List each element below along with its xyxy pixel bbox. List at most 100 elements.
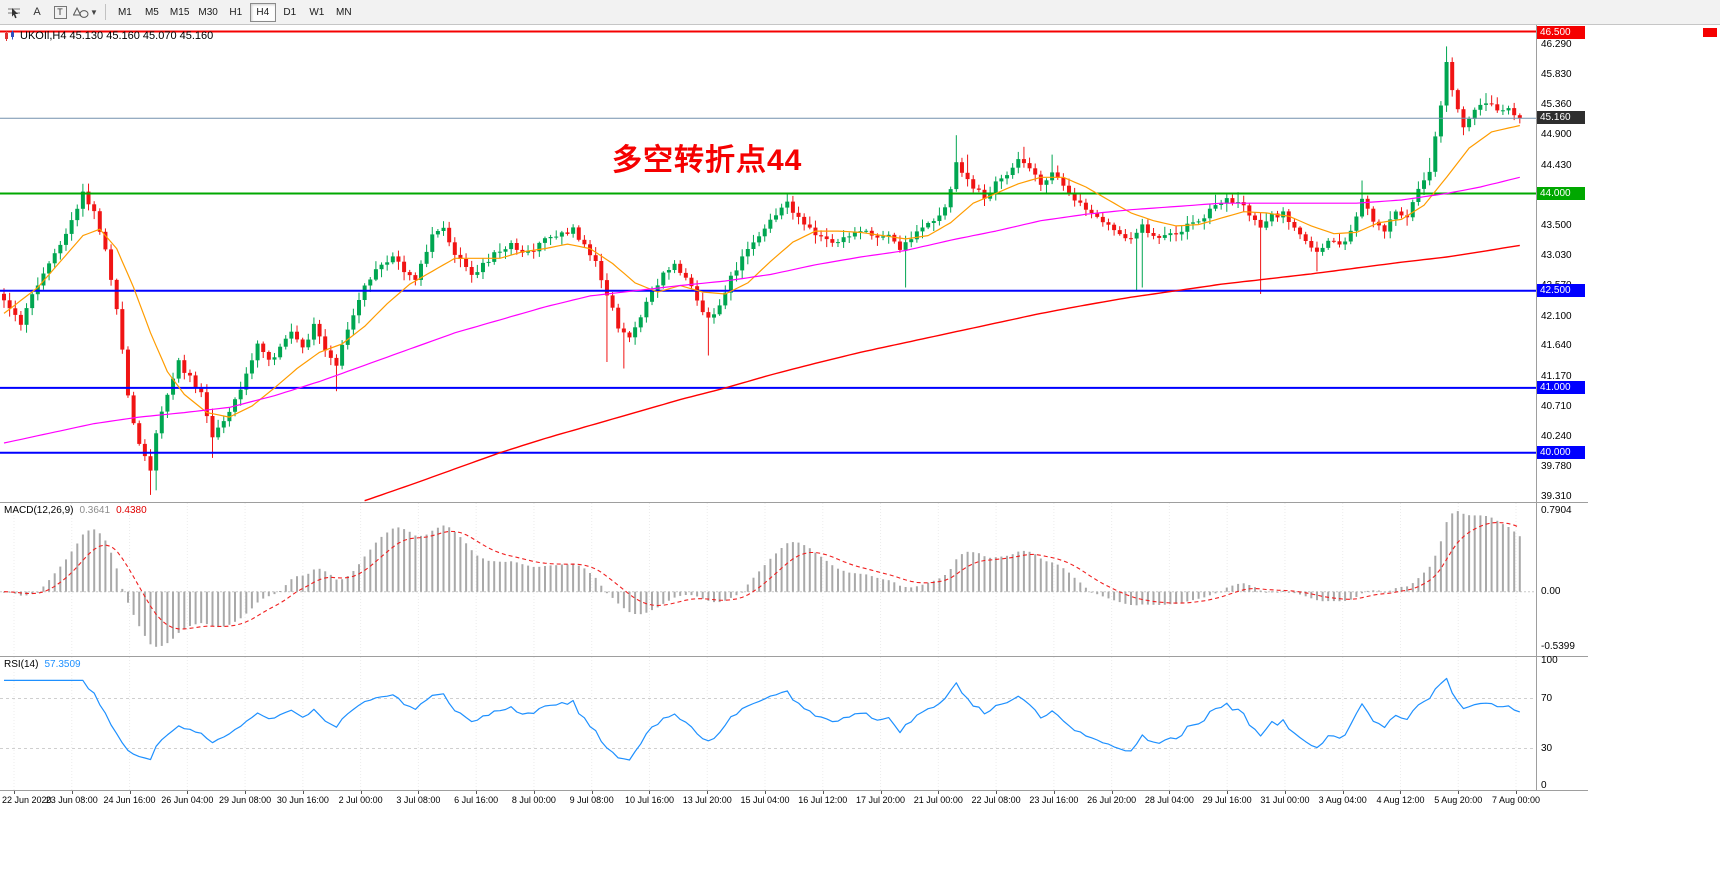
time-axis-label: 23 Jul 16:00	[1029, 795, 1079, 805]
time-axis-label: 9 Jul 08:00	[569, 795, 614, 805]
time-tick	[880, 791, 882, 794]
panel-separator[interactable]	[0, 656, 1588, 657]
time-axis-label: 16 Jul 12:00	[798, 795, 848, 805]
timeframe-button-m1[interactable]: M1	[112, 3, 138, 22]
timeframe-button-h1[interactable]: H1	[223, 3, 249, 22]
time-axis[interactable]: 22 Jun 2020 23 Jun 08:00 24 Jun 16:00 26 Ju…	[0, 791, 1588, 816]
time-axis-label: 4 Aug 12:00	[1376, 795, 1425, 805]
price-level-badge: 46.500	[1537, 26, 1585, 39]
time-axis-label: 13 Jul 20:00	[682, 795, 732, 805]
time-axis-label: 6 Jul 16:00	[454, 795, 499, 805]
time-axis-label: 24 Jun 16:00	[103, 795, 156, 805]
timeframe-button-d1[interactable]: D1	[277, 3, 303, 22]
price-tick-label: 43.960	[1541, 190, 1572, 202]
price-tick-label: 41.170	[1541, 370, 1572, 382]
toolbar-separator	[104, 4, 106, 20]
time-tick	[360, 791, 362, 794]
text-label-button[interactable]: A	[26, 2, 48, 22]
price-tick-label: 45.830	[1541, 68, 1572, 80]
time-tick	[245, 791, 247, 794]
price-tick-label: 43.030	[1541, 250, 1572, 262]
time-axis-label: 2 Jul 00:00	[338, 795, 383, 805]
price-level-badge: 40.000	[1537, 445, 1585, 459]
time-axis-label: 5 Aug 20:00	[1434, 795, 1483, 805]
rsi-value: 57.3509	[44, 659, 81, 670]
time-tick	[129, 791, 131, 794]
price-level-badge: 41.000	[1537, 380, 1585, 394]
corner-price-flag	[1703, 28, 1717, 37]
toolbar: A T ▼ M1 M5 M15 M30 H1 H4 D1 W1 MN	[0, 0, 1720, 25]
price-chart[interactable]	[0, 25, 1536, 502]
macd-axis-label: 0.00	[1541, 585, 1561, 597]
timeframe-button-w1[interactable]: W1	[304, 3, 330, 22]
timeframe-button-m30[interactable]: M30	[194, 3, 221, 22]
time-tick	[707, 791, 709, 794]
shapes-dropdown-button[interactable]: ▼	[72, 2, 99, 22]
time-axis-label: 26 Jul 20:00	[1087, 795, 1137, 805]
timeframe-button-h4[interactable]: H4	[249, 2, 276, 22]
time-tick	[938, 791, 940, 794]
time-axis-label: 30 Jun 16:00	[276, 795, 329, 805]
symbol-ohlc-text: UKOIl,H4 45.130 45.160 45.070 45.160	[20, 30, 214, 42]
timeframe-button-m5[interactable]: M5	[139, 3, 165, 22]
time-axis-label: 29 Jun 08:00	[219, 795, 272, 805]
macd-value-main: 0.3641	[79, 505, 111, 516]
price-tick-label: 42.570	[1541, 280, 1572, 292]
chart-icon	[5, 30, 14, 41]
time-axis-label: 8 Jul 00:00	[511, 795, 556, 805]
macd-label: MACD(12,26,9) 0.3641 0.4380	[4, 505, 153, 516]
time-tick	[1342, 791, 1344, 794]
timeframe-button-mn[interactable]: MN	[331, 3, 357, 22]
time-tick	[765, 791, 766, 794]
price-tick-label: 40.710	[1541, 400, 1572, 412]
rsi-axis-label: 30	[1541, 742, 1553, 754]
timeframe-toolbar: M1 M5 M15 M30 H1 H4 D1 W1 MN	[112, 2, 357, 22]
chart-symbol-header: UKOIl,H4 45.130 45.160 45.070 45.160	[4, 30, 213, 42]
timeframe-button-m15[interactable]: M15	[166, 3, 193, 22]
cursor-tool-button[interactable]	[3, 2, 25, 22]
price-tick-label: 44.430	[1541, 159, 1572, 171]
price-tick-label: 43.500	[1541, 219, 1572, 231]
text-box-glyph: T	[53, 5, 67, 19]
time-axis-label: 26 Jun 04:00	[161, 795, 214, 805]
time-tick	[418, 791, 420, 794]
price-tick-label: 44.900	[1541, 129, 1572, 141]
rsi-axis-label: 70	[1541, 692, 1553, 704]
price-level-badge: 44.000	[1537, 186, 1585, 200]
macd-axis-label: -0.5399	[1541, 640, 1575, 652]
time-tick	[1284, 791, 1286, 794]
macd-name: MACD(12,26,9)	[4, 505, 74, 516]
price-axis-line	[1536, 25, 1537, 790]
time-tick	[302, 791, 304, 794]
rsi-name: RSI(14)	[4, 659, 39, 670]
time-tick	[591, 791, 593, 794]
time-axis-label: 31 Jul 00:00	[1260, 795, 1310, 805]
time-axis-label: 7 Aug 00:00	[1491, 795, 1541, 805]
price-level-badge: 42.500	[1537, 283, 1585, 297]
time-tick	[187, 791, 189, 794]
cursor-icon	[8, 8, 20, 19]
time-axis-label: 22 Jun 2020	[2, 795, 52, 805]
panel-separator[interactable]	[0, 502, 1588, 503]
macd-axis-label: 0.7904	[1541, 505, 1572, 517]
time-axis-label: 21 Jul 00:00	[913, 795, 963, 805]
time-axis-label: 22 Jul 08:00	[971, 795, 1021, 805]
time-axis-label: 28 Jul 04:00	[1144, 795, 1194, 805]
time-axis-line	[0, 790, 1588, 791]
rsi-panel[interactable]	[0, 657, 1536, 790]
time-axis-label: 23 Jun 08:00	[45, 795, 98, 805]
macd-panel[interactable]	[0, 503, 1536, 656]
price-tick-label: 39.310	[1541, 491, 1572, 503]
time-axis-label: 10 Jul 16:00	[624, 795, 674, 805]
price-tick-label: 40.240	[1541, 431, 1572, 443]
rsi-label: RSI(14) 57.3509	[4, 659, 87, 670]
price-tick-label: 46.290	[1541, 39, 1572, 51]
chevron-down-icon: ▼	[90, 7, 98, 17]
time-tick	[996, 791, 998, 794]
time-tick	[822, 791, 824, 794]
text-box-button[interactable]: T	[49, 2, 71, 22]
shapes-icon	[73, 6, 89, 18]
time-tick	[71, 791, 73, 794]
current-price-badge: 45.160	[1537, 111, 1585, 125]
time-tick	[1053, 791, 1055, 794]
